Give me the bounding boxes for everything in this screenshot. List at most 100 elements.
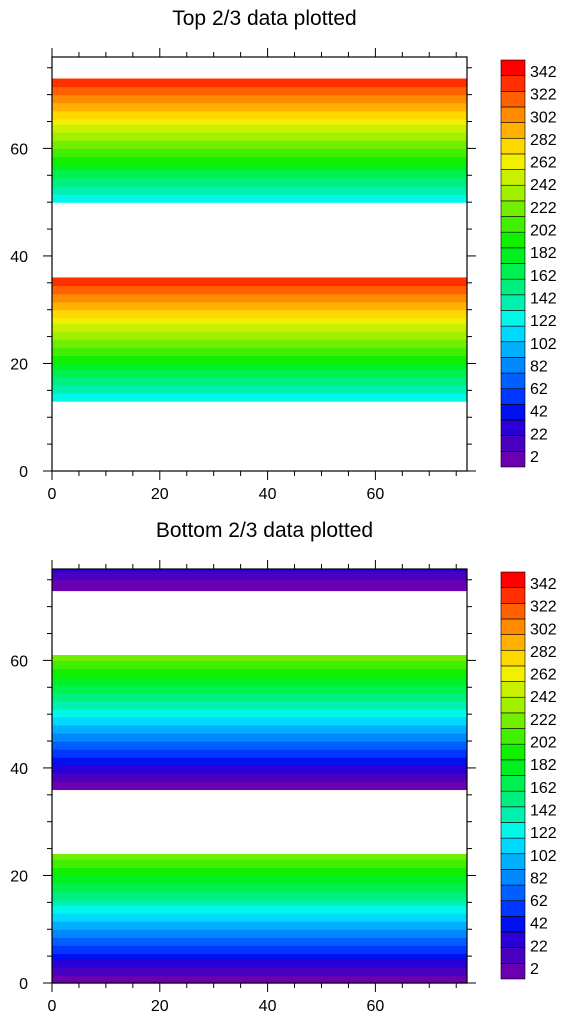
contour-cell (52, 304, 467, 308)
colorbar-box (500, 931, 526, 948)
contour-cell (52, 719, 467, 723)
contour-cell (52, 312, 467, 316)
colorbar-box (500, 587, 526, 604)
contour-cell (52, 145, 467, 150)
contour-cell (52, 907, 467, 912)
contour-cell (52, 663, 467, 667)
colorbar-label: 42 (530, 916, 548, 933)
colorbar-label: 22 (530, 938, 548, 955)
contour-cell (52, 939, 467, 944)
contour-cell (52, 379, 467, 383)
contour-cell (52, 574, 467, 578)
colorbar-box (500, 278, 526, 296)
colorbar-box (500, 310, 526, 327)
colorbar-label: 282 (530, 644, 557, 661)
contour-cell (52, 972, 467, 976)
colorbar-label: 282 (530, 132, 557, 149)
colorbar-box (500, 743, 526, 761)
colorbar-box (500, 696, 526, 714)
contour-cell (52, 325, 467, 330)
contour-cell (52, 853, 467, 858)
contour-cell (52, 743, 467, 748)
contour-cell (52, 296, 467, 300)
contour-cell (52, 926, 467, 930)
colorbar-box (500, 75, 526, 92)
contour-cell (52, 679, 467, 683)
contour-cell (52, 371, 467, 375)
contour-cell (52, 81, 467, 85)
contour-cell (52, 390, 467, 394)
contour-cell (52, 341, 467, 346)
contour-cell (52, 91, 467, 96)
contour-cell (52, 571, 467, 575)
contour-cell (52, 668, 467, 672)
contour-cell (52, 175, 467, 179)
y-tick-label: 60 (10, 141, 28, 158)
colorbar-label: 122 (530, 825, 557, 842)
contour-cell (52, 285, 467, 289)
contour-cell (52, 288, 467, 292)
colorbar-label: 242 (530, 689, 557, 706)
contour-cell (52, 741, 467, 745)
contour-cell (52, 398, 467, 402)
contour-cell (52, 695, 467, 699)
contour-cell (52, 934, 467, 938)
colorbar-label: 202 (530, 735, 557, 752)
colorbar-label: 42 (530, 404, 548, 421)
colorbar-box (500, 122, 526, 139)
contour-cell (52, 298, 467, 303)
contour-cell (52, 169, 467, 174)
contour-cell (52, 655, 467, 659)
plot-frame (51, 568, 468, 984)
contour-cell (52, 749, 467, 753)
colorbar-box (500, 294, 526, 311)
contour-cell (52, 293, 467, 297)
colorbar-box (500, 372, 526, 390)
contour-cell (52, 151, 467, 155)
contour-cell (52, 862, 467, 866)
data-band-1 (52, 277, 467, 402)
contour-cell (52, 102, 467, 106)
colorbar-box (500, 247, 526, 264)
contour-cell (52, 387, 467, 391)
contour-cell (52, 956, 467, 960)
contour-cell (52, 730, 467, 734)
contour-cell (52, 347, 467, 351)
colorbar-label: 322 (530, 87, 557, 104)
colorbar-box (500, 106, 526, 123)
contour-cell (52, 183, 467, 187)
contour-cell (52, 140, 467, 144)
colorbar-box (500, 681, 526, 698)
contour-cell (52, 280, 467, 284)
contour-cell (52, 172, 467, 176)
contour-cell (52, 724, 467, 729)
contour-cell (52, 333, 467, 338)
colorbar-box (500, 341, 526, 358)
colorbar-label: 102 (530, 336, 557, 353)
contour-cell (52, 913, 467, 917)
contour-cell (52, 277, 467, 281)
contour-cell (52, 894, 467, 898)
y-tick-label: 40 (10, 761, 28, 778)
contour-cell (52, 134, 467, 139)
colorbar-label: 122 (530, 313, 557, 330)
contour-cell (52, 714, 467, 718)
x-tick-label: 40 (259, 486, 277, 503)
colorbar-box (500, 435, 526, 452)
y-tick-label: 60 (10, 653, 28, 670)
contour-cell (52, 776, 467, 780)
colorbar-box (500, 153, 526, 170)
colorbar-box (500, 603, 526, 620)
contour-cell (52, 100, 467, 104)
contour-cell (52, 587, 467, 592)
contour-cell (52, 290, 467, 295)
contour-cell (52, 164, 467, 168)
contour-cell (52, 770, 467, 774)
contour-cell (52, 167, 467, 171)
contour-cell (52, 108, 467, 112)
contour-cell (52, 781, 467, 785)
y-tick-label: 40 (10, 249, 28, 266)
data-band-2 (52, 78, 467, 203)
contour-cell (52, 78, 467, 82)
